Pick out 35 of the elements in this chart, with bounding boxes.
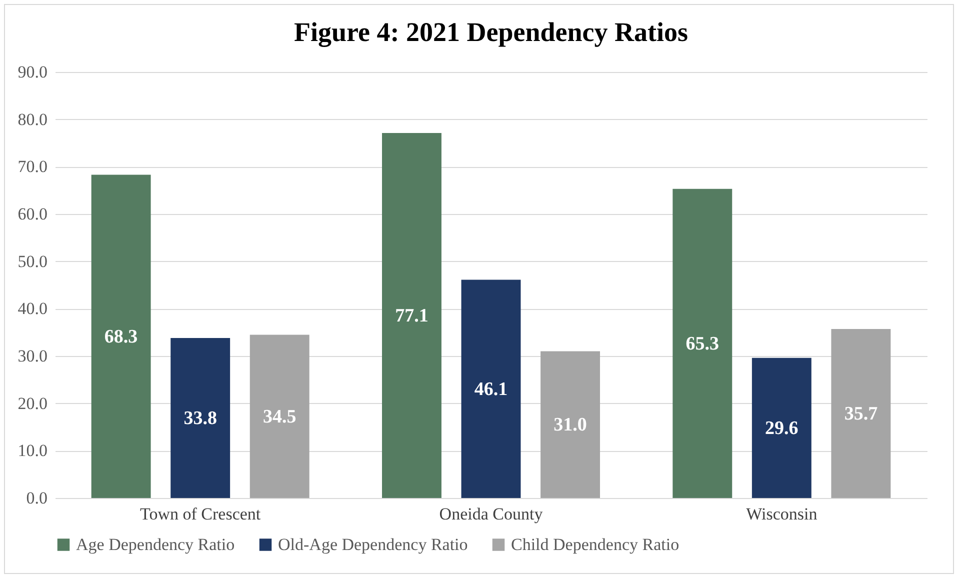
data-label: 77.1 bbox=[395, 306, 428, 327]
y-tick-label: 0.0 bbox=[26, 488, 48, 508]
bar bbox=[461, 280, 521, 498]
y-tick-label: 20.0 bbox=[18, 394, 48, 413]
y-tick-label: 90.0 bbox=[18, 62, 48, 82]
bar bbox=[540, 351, 600, 498]
bar bbox=[752, 358, 812, 498]
bar bbox=[170, 338, 230, 498]
bar bbox=[672, 188, 732, 498]
x-tick-label: Town of Crescent bbox=[140, 504, 261, 524]
y-tick-label: 40.0 bbox=[18, 299, 48, 318]
x-tick-label: Oneida County bbox=[439, 504, 544, 524]
data-label: 33.8 bbox=[184, 408, 217, 430]
data-label: 34.5 bbox=[262, 406, 296, 428]
data-label: 46.1 bbox=[474, 378, 508, 400]
y-tick-label: 10.0 bbox=[18, 441, 48, 460]
bar bbox=[250, 334, 310, 498]
legend-label: Old-Age Dependency Ratio bbox=[278, 534, 468, 554]
y-tick-label: 80.0 bbox=[18, 110, 48, 129]
chart-title: Figure 4: 2021 Dependency Ratios bbox=[294, 17, 688, 47]
y-tick-label: 60.0 bbox=[18, 204, 48, 224]
data-label: 31.0 bbox=[554, 414, 587, 436]
bar bbox=[382, 133, 442, 498]
data-label: 29.6 bbox=[765, 418, 798, 439]
bar bbox=[91, 174, 151, 498]
data-label: 65.3 bbox=[686, 333, 720, 354]
bar bbox=[831, 329, 891, 498]
data-label: 68.3 bbox=[104, 326, 138, 348]
x-tick-label: Wisconsin bbox=[746, 504, 818, 524]
y-tick-label: 50.0 bbox=[18, 252, 48, 271]
data-label: 35.7 bbox=[844, 404, 878, 425]
legend-label: Age Dependency Ratio bbox=[76, 534, 235, 554]
y-tick-label: 70.0 bbox=[18, 157, 48, 176]
legend-label: Child Dependency Ratio bbox=[511, 534, 680, 554]
y-tick-label: 30.0 bbox=[18, 346, 48, 366]
